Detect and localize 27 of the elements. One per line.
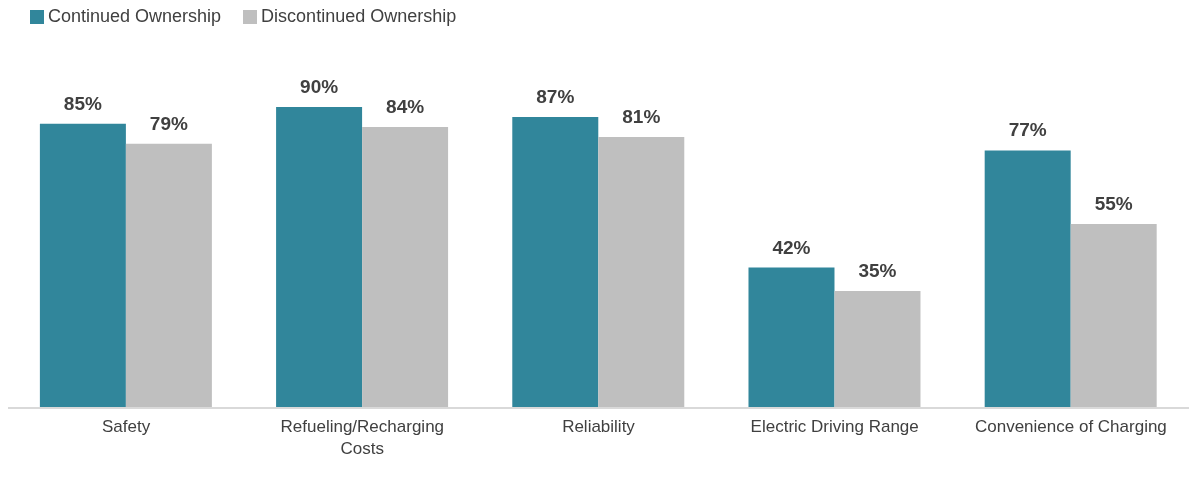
bar [598,137,685,408]
bar [1070,224,1157,408]
data-label: 81% [622,106,661,128]
bar [834,290,921,408]
data-label: 90% [300,76,339,97]
bar [276,107,363,408]
data-label: 42% [772,236,811,258]
bar [512,117,599,408]
data-label: 35% [858,259,897,281]
data-label: 79% [149,112,189,134]
x-tick-label: Reliability [562,417,636,436]
bar [39,123,126,408]
bar [984,150,1071,408]
data-label: 77% [1008,119,1047,141]
data-label: 85% [63,92,103,114]
data-label: 55% [1094,193,1133,215]
bar [748,267,835,408]
x-tick-label: Refueling/Recharging Costs [280,417,445,458]
data-label: 84% [386,96,425,118]
bar [362,127,449,408]
data-label: 87% [536,86,575,108]
x-tick-label: Safety [102,417,151,436]
x-tick-label: Electric Driving Range [750,417,919,436]
bar [125,143,212,408]
legend-label: Discontinued Ownership [261,6,457,26]
x-tick-label: Convenience of Charging [974,417,1167,436]
legend-label: Continued Ownership [48,6,222,26]
